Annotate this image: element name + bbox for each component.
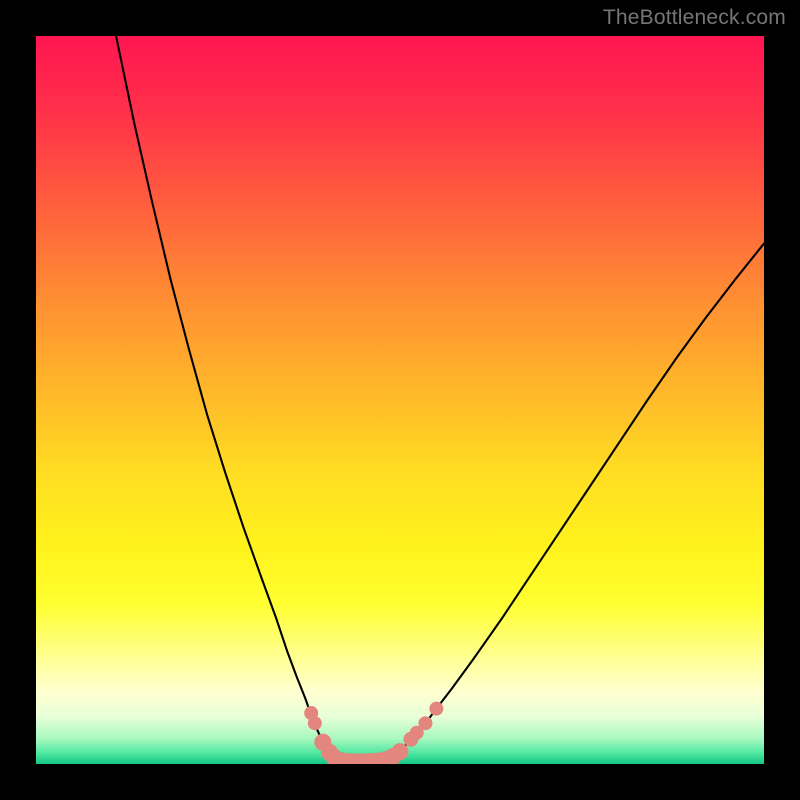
marker-point [419,717,432,730]
figure-root: TheBottleneck.com [0,0,800,800]
marker-point [430,702,443,715]
plot-area [36,36,764,764]
marker-point [392,744,408,760]
marker-point [308,717,321,730]
watermark-text: TheBottleneck.com [603,6,786,30]
heat-gradient-background [36,36,764,764]
plot-svg [36,36,764,764]
